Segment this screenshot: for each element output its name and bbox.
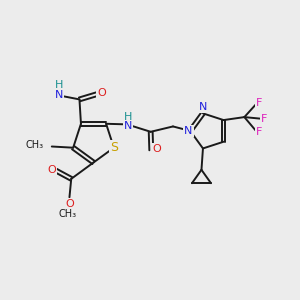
Text: N: N xyxy=(199,102,207,112)
Text: CH₃: CH₃ xyxy=(59,209,77,220)
Text: O: O xyxy=(152,144,161,154)
Text: N: N xyxy=(124,121,132,130)
Text: CH₃: CH₃ xyxy=(25,140,44,150)
Text: H: H xyxy=(124,112,132,122)
Text: F: F xyxy=(256,127,262,137)
Text: O: O xyxy=(65,199,74,209)
Text: F: F xyxy=(261,114,268,124)
Text: F: F xyxy=(256,98,262,108)
Text: O: O xyxy=(47,165,56,175)
Text: N: N xyxy=(55,90,63,100)
Text: H: H xyxy=(55,80,63,89)
Text: S: S xyxy=(110,141,118,154)
Text: N: N xyxy=(184,126,193,136)
Text: O: O xyxy=(97,88,106,98)
